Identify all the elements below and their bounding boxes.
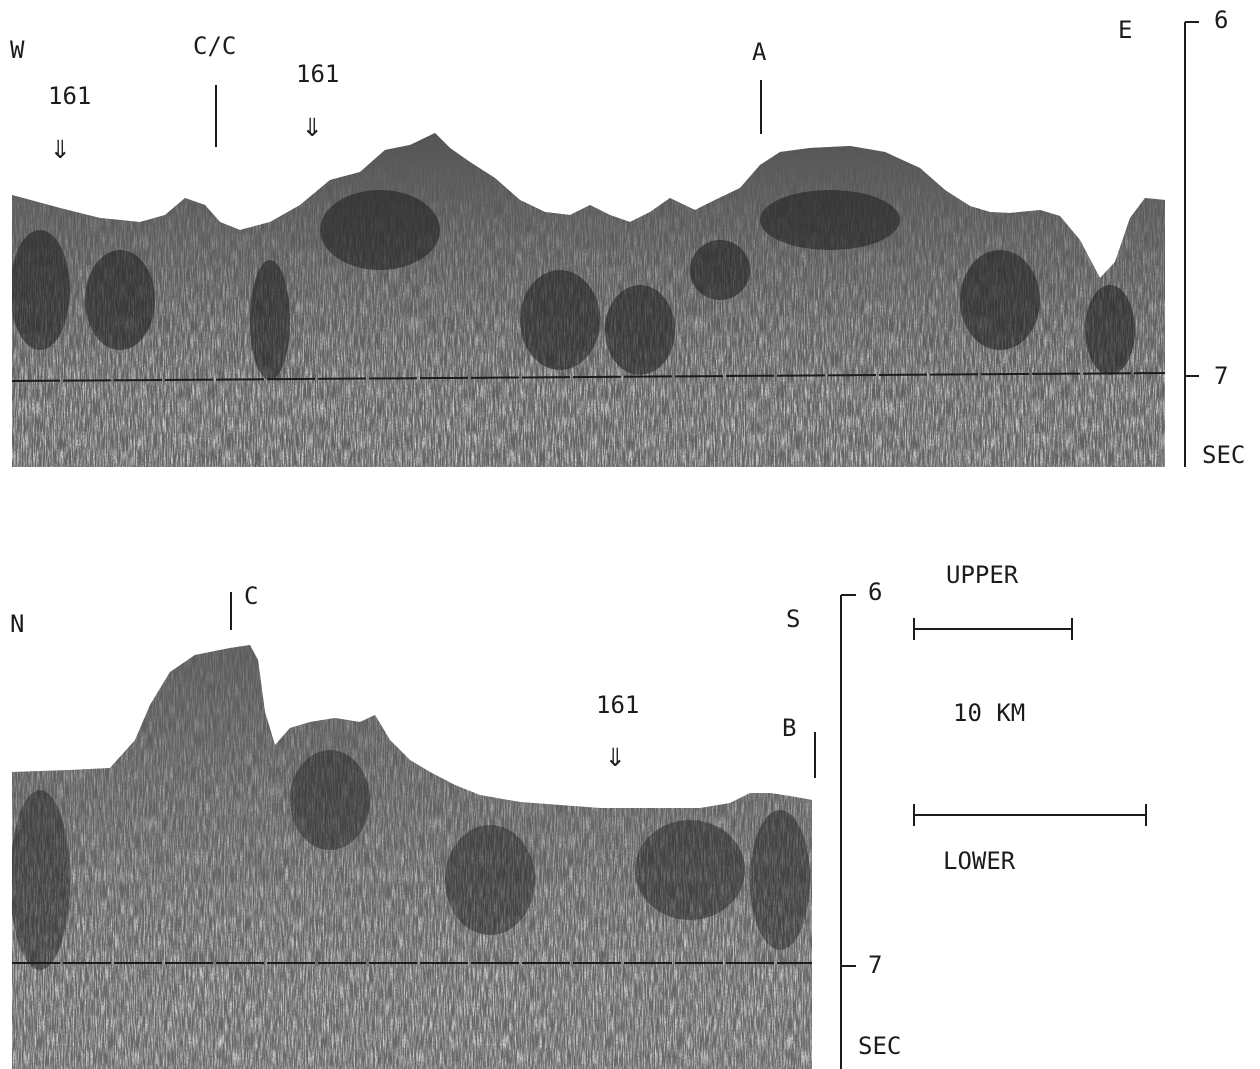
lower-marker-c-label: C <box>244 582 259 610</box>
lower-scale-unit-label: SEC <box>858 1032 902 1060</box>
upper-reflector-line <box>11 372 1166 382</box>
lower-marker-b-label: B <box>782 714 797 742</box>
lower-site-161-arrow-icon: ⇓ <box>605 735 626 775</box>
upper-west-label: W <box>10 36 25 64</box>
upper-site-161-arrow-1-icon: ⇓ <box>50 127 71 167</box>
lower-north-label: N <box>10 610 25 638</box>
upper-east-label: E <box>1118 16 1133 44</box>
upper-marker-cc-label: C/C <box>193 32 237 60</box>
scale-upper-label: UPPER <box>946 561 1019 589</box>
upper-seismic-profile <box>12 133 1165 467</box>
scale-distance-label: 10 KM <box>953 699 1026 727</box>
upper-scale-unit-label: SEC <box>1202 441 1246 469</box>
upper-site-161-arrow-2-icon: ⇓ <box>302 105 323 145</box>
lower-scale-bottom-label: 7 <box>868 951 883 979</box>
lower-time-scale <box>840 594 856 1069</box>
lower-distance-bar <box>913 804 1147 826</box>
lower-scale-top-label: 6 <box>868 578 883 606</box>
lower-seismic-profile <box>12 645 812 1069</box>
upper-site-161-label-1: 161 <box>48 82 92 110</box>
upper-marker-a-label: A <box>752 38 767 66</box>
lower-south-label: S <box>786 605 801 633</box>
upper-scale-top-label: 6 <box>1214 6 1229 34</box>
upper-scale-bottom-label: 7 <box>1214 362 1229 390</box>
upper-site-161-label-2: 161 <box>296 60 340 88</box>
lower-site-161-label: 161 <box>596 691 640 719</box>
upper-distance-bar <box>913 618 1073 640</box>
upper-time-scale <box>1184 21 1199 467</box>
scale-lower-label: LOWER <box>943 847 1016 875</box>
